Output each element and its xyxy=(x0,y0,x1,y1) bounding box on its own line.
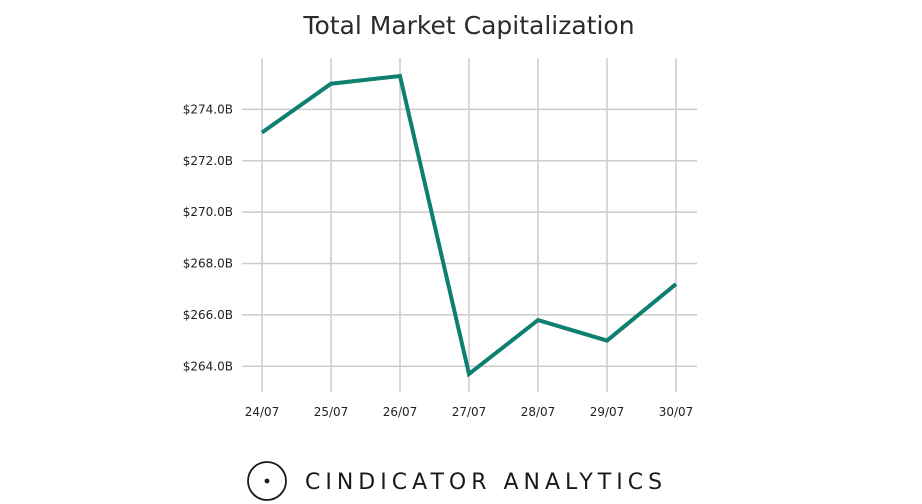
x-axis: 24/07 25/07 26/07 27/07 28/07 29/07 30/07 xyxy=(245,405,694,419)
x-tick-label: 28/07 xyxy=(521,405,556,419)
y-axis: $264.0B $266.0B $268.0B $270.0B $272.0B $274.… xyxy=(183,102,233,373)
y-tick-label: $264.0B xyxy=(183,359,233,373)
x-tick-label: 24/07 xyxy=(245,405,280,419)
logo-dot-icon xyxy=(264,478,270,484)
y-tick-label: $270.0B xyxy=(183,205,233,219)
y-tick-label: $268.0B xyxy=(183,257,233,271)
y-tick-label: $274.0B xyxy=(183,102,233,116)
x-tick-label: 27/07 xyxy=(452,405,487,419)
y-tick-label: $272.0B xyxy=(183,154,233,168)
y-tick-label: $266.0B xyxy=(183,308,233,322)
x-tick-label: 25/07 xyxy=(314,405,349,419)
x-tick-label: 26/07 xyxy=(383,405,418,419)
logo-ring-icon xyxy=(247,461,287,501)
x-tick-label: 30/07 xyxy=(659,405,694,419)
brand-logo: CINDICATOR ANALYTICS xyxy=(247,461,667,501)
series-layer xyxy=(260,73,678,378)
grid xyxy=(242,58,697,392)
chart-title: Total Market Capitalization xyxy=(302,11,634,40)
x-tick-label: 29/07 xyxy=(590,405,625,419)
brand-name: CINDICATOR ANALYTICS xyxy=(305,470,667,495)
